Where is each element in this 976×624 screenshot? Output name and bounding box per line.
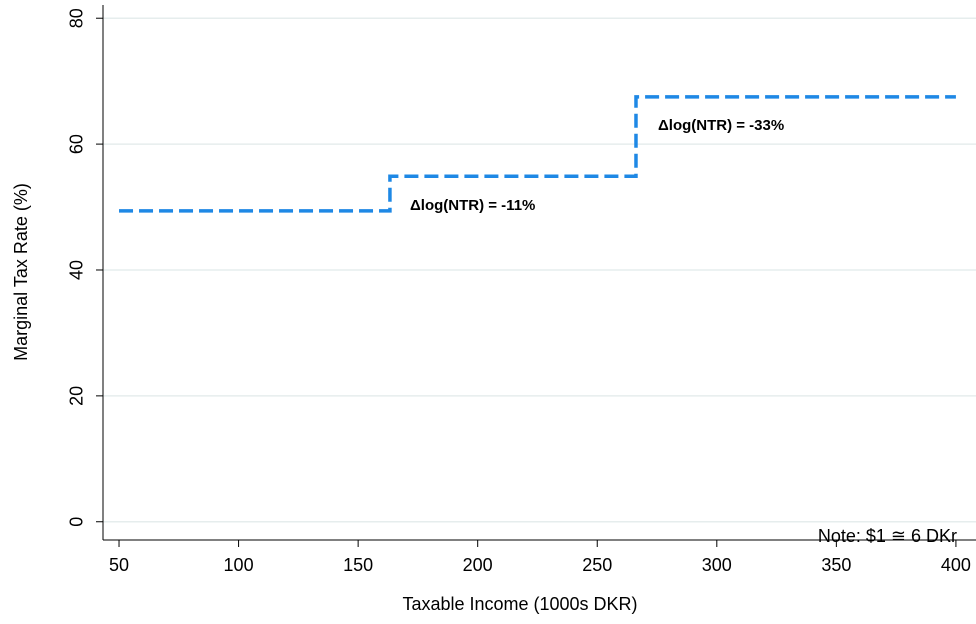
y-tick-label: 20	[67, 386, 87, 406]
annotation: Δlog(NTR) = -33%	[658, 117, 784, 134]
x-tick-label: 300	[702, 555, 732, 575]
x-tick-label: 400	[941, 555, 971, 575]
y-tick-label: 0	[67, 517, 87, 527]
x-axis-title: Taxable Income (1000s DKR)	[402, 594, 637, 614]
x-tick-label: 200	[463, 555, 493, 575]
y-axis-title: Marginal Tax Rate (%)	[11, 183, 31, 361]
line	[119, 95, 956, 213]
y-tick-label: 60	[67, 134, 87, 154]
note: Note: $1 ≅ 6 DKr	[818, 526, 957, 546]
x-tick-label: 150	[343, 555, 373, 575]
x-tick-label: 350	[821, 555, 851, 575]
annotation: Δlog(NTR) = -11%	[410, 197, 535, 214]
y-tick-label: 80	[67, 8, 87, 28]
x-tick-label: 250	[582, 555, 612, 575]
x-tick-label: 50	[109, 555, 129, 575]
y-tick-label: 40	[67, 260, 87, 280]
x-tick-label: 100	[224, 555, 254, 575]
